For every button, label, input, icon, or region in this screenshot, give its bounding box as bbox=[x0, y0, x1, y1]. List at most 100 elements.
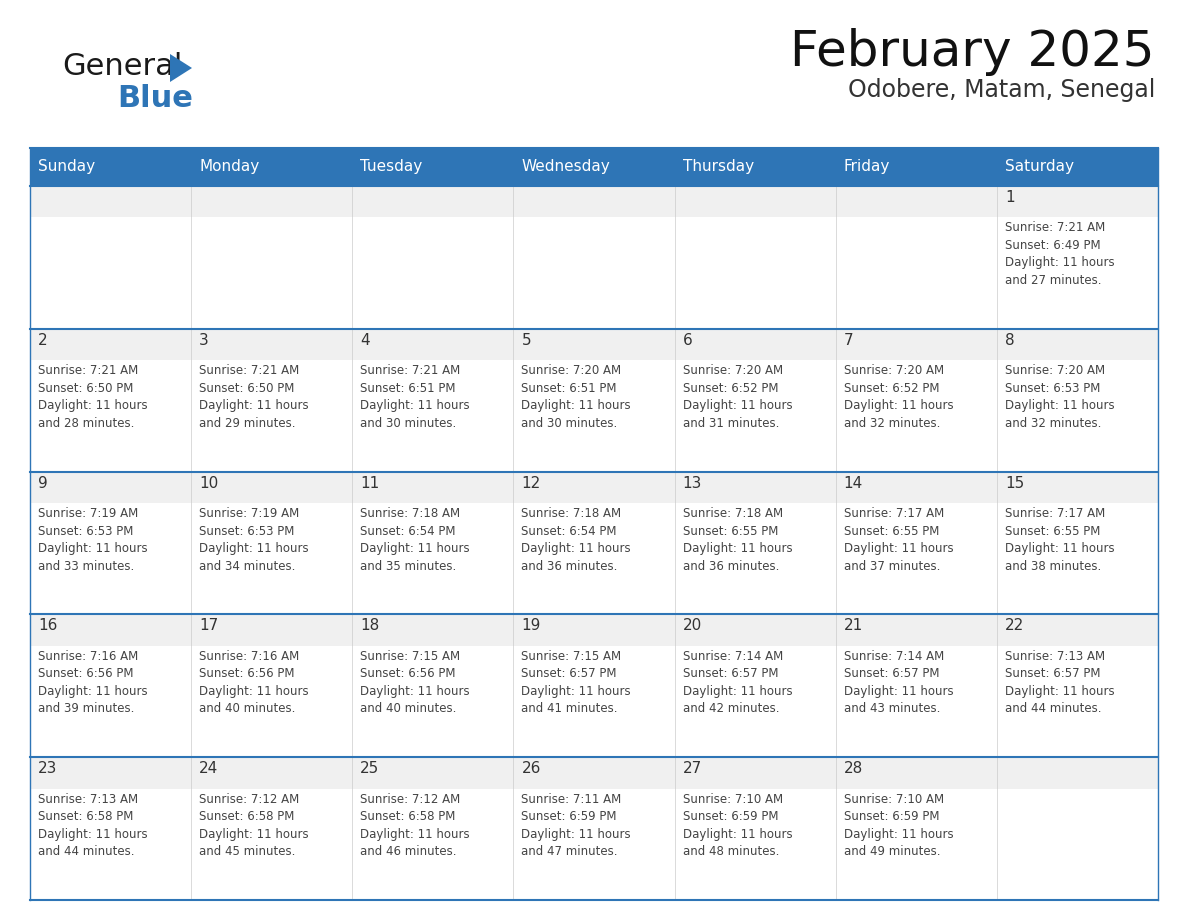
Text: Tuesday: Tuesday bbox=[360, 160, 423, 174]
Text: 10: 10 bbox=[200, 476, 219, 490]
Bar bbox=[835, 614, 997, 646]
Text: Sunrise: 7:21 AM
Sunset: 6:51 PM
Daylight: 11 hours
and 30 minutes.: Sunrise: 7:21 AM Sunset: 6:51 PM Dayligh… bbox=[360, 364, 470, 430]
Text: Sunrise: 7:13 AM
Sunset: 6:58 PM
Daylight: 11 hours
and 44 minutes.: Sunrise: 7:13 AM Sunset: 6:58 PM Dayligh… bbox=[38, 792, 147, 858]
Polygon shape bbox=[170, 54, 192, 82]
Bar bbox=[30, 360, 191, 472]
Text: 20: 20 bbox=[683, 619, 702, 633]
Bar bbox=[835, 218, 997, 329]
Text: Sunrise: 7:18 AM
Sunset: 6:54 PM
Daylight: 11 hours
and 36 minutes.: Sunrise: 7:18 AM Sunset: 6:54 PM Dayligh… bbox=[522, 507, 631, 573]
Text: 16: 16 bbox=[38, 619, 57, 633]
Bar bbox=[191, 329, 353, 360]
Bar bbox=[30, 329, 191, 360]
Text: 8: 8 bbox=[1005, 333, 1015, 348]
Text: Sunrise: 7:17 AM
Sunset: 6:55 PM
Daylight: 11 hours
and 37 minutes.: Sunrise: 7:17 AM Sunset: 6:55 PM Dayligh… bbox=[843, 507, 953, 573]
Bar bbox=[353, 329, 513, 360]
Bar bbox=[513, 218, 675, 329]
Text: Sunrise: 7:21 AM
Sunset: 6:50 PM
Daylight: 11 hours
and 29 minutes.: Sunrise: 7:21 AM Sunset: 6:50 PM Dayligh… bbox=[200, 364, 309, 430]
Bar bbox=[835, 148, 997, 186]
Bar bbox=[513, 646, 675, 757]
Text: Blue: Blue bbox=[116, 84, 192, 113]
Text: 5: 5 bbox=[522, 333, 531, 348]
Text: 12: 12 bbox=[522, 476, 541, 490]
Bar bbox=[675, 186, 835, 218]
Text: Sunrise: 7:20 AM
Sunset: 6:53 PM
Daylight: 11 hours
and 32 minutes.: Sunrise: 7:20 AM Sunset: 6:53 PM Dayligh… bbox=[1005, 364, 1114, 430]
Bar bbox=[675, 646, 835, 757]
Text: 11: 11 bbox=[360, 476, 379, 490]
Bar bbox=[30, 614, 191, 646]
Bar bbox=[513, 757, 675, 789]
Bar bbox=[30, 218, 191, 329]
Bar bbox=[835, 360, 997, 472]
Bar bbox=[30, 503, 191, 614]
Text: Wednesday: Wednesday bbox=[522, 160, 611, 174]
Bar bbox=[835, 472, 997, 503]
Bar bbox=[191, 148, 353, 186]
Text: 28: 28 bbox=[843, 761, 862, 777]
Bar bbox=[997, 614, 1158, 646]
Bar bbox=[353, 614, 513, 646]
Text: Sunrise: 7:21 AM
Sunset: 6:50 PM
Daylight: 11 hours
and 28 minutes.: Sunrise: 7:21 AM Sunset: 6:50 PM Dayligh… bbox=[38, 364, 147, 430]
Bar bbox=[675, 472, 835, 503]
Bar bbox=[997, 757, 1158, 789]
Text: 27: 27 bbox=[683, 761, 702, 777]
Bar bbox=[191, 186, 353, 218]
Bar bbox=[513, 186, 675, 218]
Text: 4: 4 bbox=[360, 333, 369, 348]
Text: Sunrise: 7:12 AM
Sunset: 6:58 PM
Daylight: 11 hours
and 46 minutes.: Sunrise: 7:12 AM Sunset: 6:58 PM Dayligh… bbox=[360, 792, 470, 858]
Bar bbox=[675, 503, 835, 614]
Bar bbox=[191, 614, 353, 646]
Text: Sunrise: 7:17 AM
Sunset: 6:55 PM
Daylight: 11 hours
and 38 minutes.: Sunrise: 7:17 AM Sunset: 6:55 PM Dayligh… bbox=[1005, 507, 1114, 573]
Bar bbox=[675, 614, 835, 646]
Bar bbox=[30, 186, 191, 218]
Bar bbox=[353, 472, 513, 503]
Text: Sunday: Sunday bbox=[38, 160, 95, 174]
Text: 2: 2 bbox=[38, 333, 48, 348]
Text: Sunrise: 7:14 AM
Sunset: 6:57 PM
Daylight: 11 hours
and 43 minutes.: Sunrise: 7:14 AM Sunset: 6:57 PM Dayligh… bbox=[843, 650, 953, 715]
Text: Odobere, Matam, Senegal: Odobere, Matam, Senegal bbox=[847, 78, 1155, 102]
Text: 6: 6 bbox=[683, 333, 693, 348]
Text: 22: 22 bbox=[1005, 619, 1024, 633]
Text: 18: 18 bbox=[360, 619, 379, 633]
Bar bbox=[513, 472, 675, 503]
Text: Sunrise: 7:16 AM
Sunset: 6:56 PM
Daylight: 11 hours
and 39 minutes.: Sunrise: 7:16 AM Sunset: 6:56 PM Dayligh… bbox=[38, 650, 147, 715]
Text: Saturday: Saturday bbox=[1005, 160, 1074, 174]
Text: 13: 13 bbox=[683, 476, 702, 490]
Text: Sunrise: 7:20 AM
Sunset: 6:51 PM
Daylight: 11 hours
and 30 minutes.: Sunrise: 7:20 AM Sunset: 6:51 PM Dayligh… bbox=[522, 364, 631, 430]
Text: Sunrise: 7:19 AM
Sunset: 6:53 PM
Daylight: 11 hours
and 33 minutes.: Sunrise: 7:19 AM Sunset: 6:53 PM Dayligh… bbox=[38, 507, 147, 573]
Bar bbox=[353, 148, 513, 186]
Bar bbox=[997, 218, 1158, 329]
Text: 7: 7 bbox=[843, 333, 853, 348]
Bar bbox=[191, 472, 353, 503]
Text: Sunrise: 7:12 AM
Sunset: 6:58 PM
Daylight: 11 hours
and 45 minutes.: Sunrise: 7:12 AM Sunset: 6:58 PM Dayligh… bbox=[200, 792, 309, 858]
Bar bbox=[835, 329, 997, 360]
Bar bbox=[997, 329, 1158, 360]
Text: Monday: Monday bbox=[200, 160, 259, 174]
Bar bbox=[30, 148, 191, 186]
Bar bbox=[513, 614, 675, 646]
Bar bbox=[353, 789, 513, 900]
Text: 19: 19 bbox=[522, 619, 541, 633]
Text: Sunrise: 7:10 AM
Sunset: 6:59 PM
Daylight: 11 hours
and 49 minutes.: Sunrise: 7:10 AM Sunset: 6:59 PM Dayligh… bbox=[843, 792, 953, 858]
Bar bbox=[191, 646, 353, 757]
Bar bbox=[513, 789, 675, 900]
Text: 15: 15 bbox=[1005, 476, 1024, 490]
Bar bbox=[513, 329, 675, 360]
Text: Sunrise: 7:13 AM
Sunset: 6:57 PM
Daylight: 11 hours
and 44 minutes.: Sunrise: 7:13 AM Sunset: 6:57 PM Dayligh… bbox=[1005, 650, 1114, 715]
Bar bbox=[353, 360, 513, 472]
Text: Sunrise: 7:20 AM
Sunset: 6:52 PM
Daylight: 11 hours
and 32 minutes.: Sunrise: 7:20 AM Sunset: 6:52 PM Dayligh… bbox=[843, 364, 953, 430]
Bar bbox=[835, 186, 997, 218]
Text: Sunrise: 7:10 AM
Sunset: 6:59 PM
Daylight: 11 hours
and 48 minutes.: Sunrise: 7:10 AM Sunset: 6:59 PM Dayligh… bbox=[683, 792, 792, 858]
Text: Sunrise: 7:15 AM
Sunset: 6:56 PM
Daylight: 11 hours
and 40 minutes.: Sunrise: 7:15 AM Sunset: 6:56 PM Dayligh… bbox=[360, 650, 470, 715]
Text: Friday: Friday bbox=[843, 160, 890, 174]
Bar bbox=[997, 472, 1158, 503]
Bar bbox=[30, 646, 191, 757]
Text: 26: 26 bbox=[522, 761, 541, 777]
Bar bbox=[997, 360, 1158, 472]
Bar bbox=[835, 757, 997, 789]
Text: Sunrise: 7:14 AM
Sunset: 6:57 PM
Daylight: 11 hours
and 42 minutes.: Sunrise: 7:14 AM Sunset: 6:57 PM Dayligh… bbox=[683, 650, 792, 715]
Bar bbox=[353, 646, 513, 757]
Bar bbox=[30, 757, 191, 789]
Text: 25: 25 bbox=[360, 761, 379, 777]
Text: Sunrise: 7:16 AM
Sunset: 6:56 PM
Daylight: 11 hours
and 40 minutes.: Sunrise: 7:16 AM Sunset: 6:56 PM Dayligh… bbox=[200, 650, 309, 715]
Text: 9: 9 bbox=[38, 476, 48, 490]
